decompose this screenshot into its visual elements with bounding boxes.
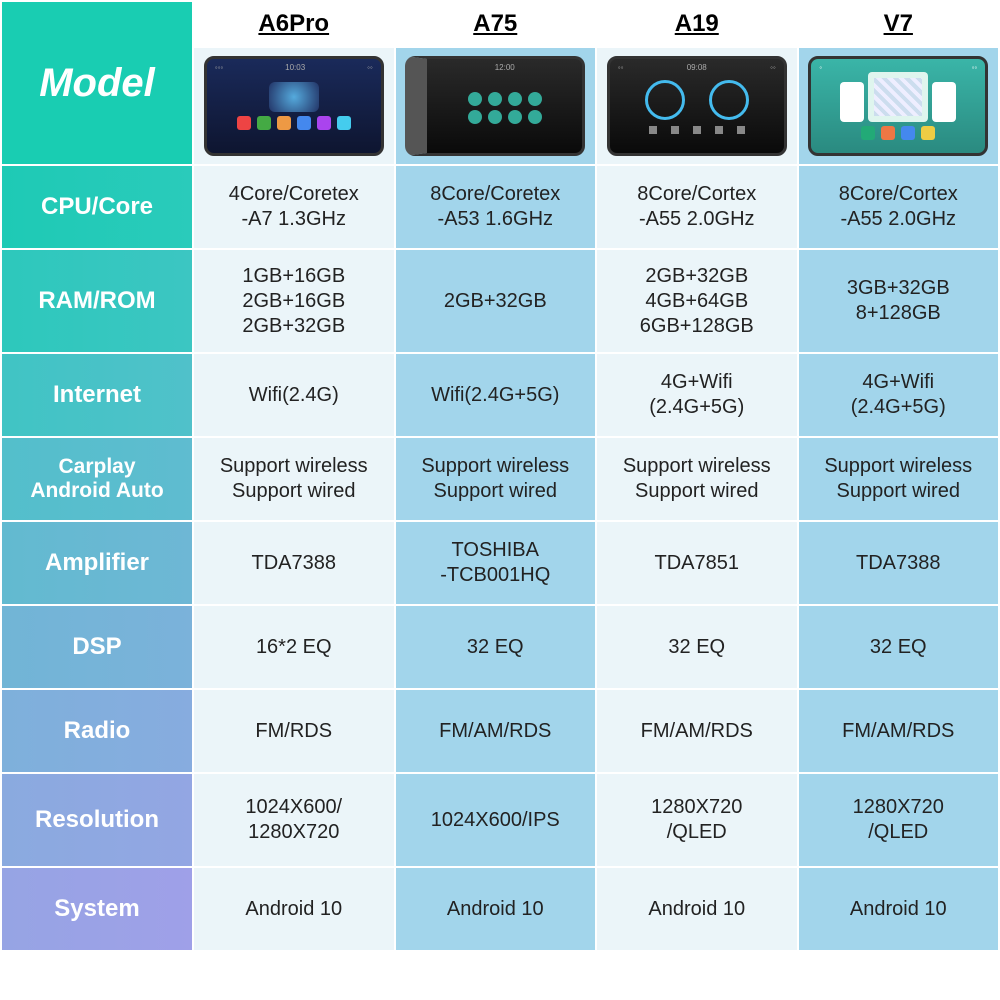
- cell-amp-a6pro: TDA7388: [194, 522, 394, 604]
- cell-internet-a19: 4G+Wifi (2.4G+5G): [597, 354, 797, 436]
- cell-res-v7: 1280X720 /QLED: [799, 774, 999, 866]
- cell-carplay-v7: Support wireless Support wired: [799, 438, 999, 520]
- cell-sys-a75: Android 10: [396, 868, 596, 950]
- device-mock-a19: ◦◦09:08◦◦: [607, 56, 787, 156]
- cell-ram-v7: 3GB+32GB 8+128GB: [799, 250, 999, 352]
- row-label-system: System: [2, 868, 192, 950]
- row-ram: RAM/ROM 1GB+16GB 2GB+16GB 2GB+32GB 2GB+3…: [2, 250, 998, 352]
- device-mock-a75: 12:00: [405, 56, 585, 156]
- cell-ram-a75: 2GB+32GB: [396, 250, 596, 352]
- cell-radio-v7: FM/AM/RDS: [799, 690, 999, 772]
- cell-cpu-a75: 8Core/Coretex -A53 1.6GHz: [396, 166, 596, 248]
- cell-dsp-a19: 32 EQ: [597, 606, 797, 688]
- cell-cpu-a19: 8Core/Cortex -A55 2.0GHz: [597, 166, 797, 248]
- cell-carplay-a6pro: Support wireless Support wired: [194, 438, 394, 520]
- cell-res-a75: 1024X600/IPS: [396, 774, 596, 866]
- cell-internet-v7: 4G+Wifi (2.4G+5G): [799, 354, 999, 436]
- cell-sys-a6pro: Android 10: [194, 868, 394, 950]
- row-system: System Android 10 Android 10 Android 10 …: [2, 868, 998, 950]
- cell-cpu-a6pro: 4Core/Coretex -A7 1.3GHz: [194, 166, 394, 248]
- product-image-a6pro: ◦◦◦10:03◦◦: [194, 48, 394, 164]
- row-label-resolution: Resolution: [2, 774, 192, 866]
- product-image-a75: 12:00: [396, 48, 596, 164]
- cell-cpu-v7: 8Core/Cortex -A55 2.0GHz: [799, 166, 999, 248]
- cell-ram-a19: 2GB+32GB 4GB+64GB 6GB+128GB: [597, 250, 797, 352]
- row-carplay: Carplay Android Auto Support wireless Su…: [2, 438, 998, 520]
- row-cpu: CPU/Core 4Core/Coretex -A7 1.3GHz 8Core/…: [2, 166, 998, 248]
- model-header-a6pro: A6Pro: [194, 2, 394, 46]
- row-label-cpu: CPU/Core: [2, 166, 192, 248]
- cell-sys-v7: Android 10: [799, 868, 999, 950]
- row-label-dsp: DSP: [2, 606, 192, 688]
- cell-res-a6pro: 1024X600/ 1280X720: [194, 774, 394, 866]
- header-row: Model A6Pro A75 A19 V7: [2, 2, 998, 46]
- cell-radio-a75: FM/AM/RDS: [396, 690, 596, 772]
- cell-dsp-a6pro: 16*2 EQ: [194, 606, 394, 688]
- row-internet: Internet Wifi(2.4G) Wifi(2.4G+5G) 4G+Wif…: [2, 354, 998, 436]
- cell-internet-a75: Wifi(2.4G+5G): [396, 354, 596, 436]
- cell-ram-a6pro: 1GB+16GB 2GB+16GB 2GB+32GB: [194, 250, 394, 352]
- row-label-ram: RAM/ROM: [2, 250, 192, 352]
- model-header-a75: A75: [396, 2, 596, 46]
- cell-amp-v7: TDA7388: [799, 522, 999, 604]
- cell-carplay-a75: Support wireless Support wired: [396, 438, 596, 520]
- device-mock-a6pro: ◦◦◦10:03◦◦: [204, 56, 384, 156]
- cell-internet-a6pro: Wifi(2.4G): [194, 354, 394, 436]
- cell-radio-a6pro: FM/RDS: [194, 690, 394, 772]
- row-label-amplifier: Amplifier: [2, 522, 192, 604]
- device-mock-v7: ◦◦◦: [808, 56, 988, 156]
- row-label-carplay: Carplay Android Auto: [2, 438, 192, 520]
- product-image-a19: ◦◦09:08◦◦: [597, 48, 797, 164]
- cell-carplay-a19: Support wireless Support wired: [597, 438, 797, 520]
- model-header-a19: A19: [597, 2, 797, 46]
- comparison-table: Model A6Pro A75 A19 V7 ◦◦◦10:03◦◦: [0, 0, 1000, 952]
- row-label-internet: Internet: [2, 354, 192, 436]
- cell-radio-a19: FM/AM/RDS: [597, 690, 797, 772]
- cell-sys-a19: Android 10: [597, 868, 797, 950]
- cell-amp-a19: TDA7851: [597, 522, 797, 604]
- row-label-radio: Radio: [2, 690, 192, 772]
- model-header-v7: V7: [799, 2, 999, 46]
- row-amplifier: Amplifier TDA7388 TOSHIBA -TCB001HQ TDA7…: [2, 522, 998, 604]
- product-image-v7: ◦◦◦: [799, 48, 999, 164]
- row-resolution: Resolution 1024X600/ 1280X720 1024X600/I…: [2, 774, 998, 866]
- row-radio: Radio FM/RDS FM/AM/RDS FM/AM/RDS FM/AM/R…: [2, 690, 998, 772]
- cell-dsp-v7: 32 EQ: [799, 606, 999, 688]
- cell-amp-a75: TOSHIBA -TCB001HQ: [396, 522, 596, 604]
- row-label-model: Model: [2, 2, 192, 164]
- row-dsp: DSP 16*2 EQ 32 EQ 32 EQ 32 EQ: [2, 606, 998, 688]
- cell-res-a19: 1280X720 /QLED: [597, 774, 797, 866]
- cell-dsp-a75: 32 EQ: [396, 606, 596, 688]
